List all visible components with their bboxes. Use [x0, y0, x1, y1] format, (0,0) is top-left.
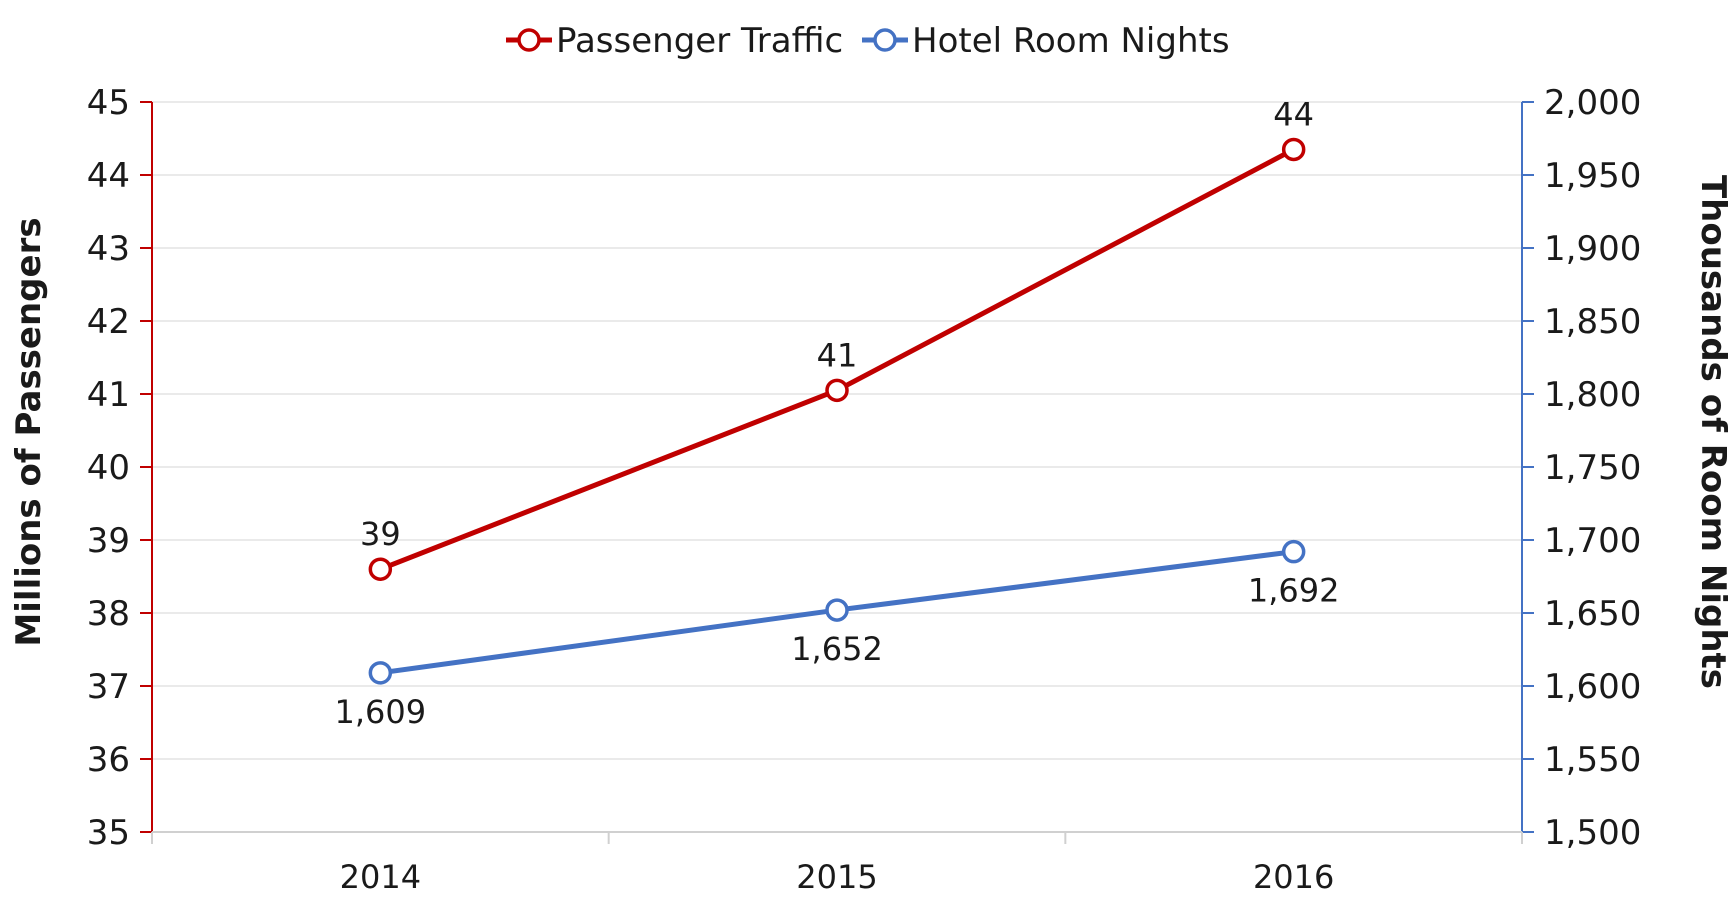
left-tick-label: 37 [87, 667, 130, 707]
x-tick-label: 2014 [340, 858, 421, 896]
x-tick-label: 2016 [1253, 858, 1334, 896]
right-tick-label: 2,000 [1544, 83, 1641, 123]
legend-marker [517, 28, 541, 52]
data-label: 1,609 [335, 693, 427, 731]
data-point-marker[interactable] [368, 557, 393, 581]
left-tick-label: 43 [87, 229, 130, 269]
legend-item-0[interactable]: Passenger Traffic [506, 21, 843, 61]
x-axis-ticks: 2014 2015 2016 [151, 832, 1523, 896]
left-tick-label: 40 [87, 448, 130, 488]
right-tick-label: 1,800 [1544, 375, 1641, 415]
data-label: 1,692 [1248, 572, 1340, 610]
data-label: 41 [817, 336, 858, 374]
right-tick-label: 1,900 [1544, 229, 1641, 269]
left-tick-label: 41 [87, 375, 130, 415]
legend-marker [873, 28, 897, 52]
left-tick-label: 38 [87, 594, 130, 634]
data-label: 44 [1273, 95, 1314, 133]
data-labels: 39 41 44 1,609 1,652 1,692 [335, 95, 1340, 730]
legend-label: Passenger Traffic [556, 21, 843, 61]
left-tick-label: 44 [87, 156, 130, 196]
data-point-marker[interactable] [1281, 137, 1306, 162]
data-point-marker[interactable] [825, 598, 849, 622]
right-axis-ticks: 1,500 1,550 1,600 1,650 1,700 1,750 1,800 1,850… [1522, 83, 1641, 853]
left-tick-label: 39 [87, 521, 130, 561]
right-tick-label: 1,550 [1544, 740, 1641, 780]
right-tick-label: 1,950 [1544, 156, 1641, 196]
right-tick-label: 1,600 [1544, 667, 1641, 707]
right-axis-title: Thousands of Room Nights [1693, 175, 1728, 689]
left-axis-ticks: 35 36 37 38 39 40 41 42 43 44 45 [87, 83, 152, 853]
left-axis-title: Millions of Passengers [9, 217, 49, 646]
series-group [368, 137, 1306, 685]
data-label: 39 [360, 515, 401, 553]
left-tick-label: 45 [87, 83, 130, 123]
data-point-marker[interactable] [1281, 539, 1306, 564]
legend[interactable]: Passenger Traffic Hotel Room Nights [506, 21, 1230, 61]
left-tick-label: 35 [87, 813, 130, 853]
left-tick-label: 42 [87, 302, 130, 342]
data-point-marker[interactable] [825, 378, 849, 403]
legend-label: Hotel Room Nights [912, 21, 1230, 61]
right-tick-label: 1,650 [1544, 594, 1641, 634]
right-tick-label: 1,700 [1544, 521, 1641, 561]
x-tick-label: 2015 [796, 858, 877, 896]
right-tick-label: 1,500 [1544, 813, 1641, 853]
legend-item-1[interactable]: Hotel Room Nights [862, 21, 1230, 61]
data-label: 1,652 [791, 630, 883, 668]
left-tick-label: 36 [87, 740, 130, 780]
right-tick-label: 1,750 [1544, 448, 1641, 488]
right-tick-label: 1,850 [1544, 302, 1641, 342]
data-point-marker[interactable] [368, 661, 393, 685]
